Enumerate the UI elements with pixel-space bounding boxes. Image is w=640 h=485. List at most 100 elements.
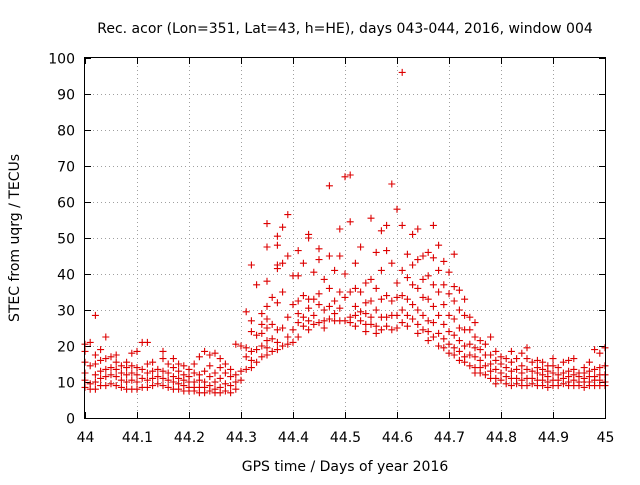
data-point xyxy=(336,304,344,312)
data-point xyxy=(476,337,484,345)
data-point xyxy=(429,302,437,310)
data-point xyxy=(253,358,261,366)
data-point xyxy=(190,378,198,386)
data-point xyxy=(299,322,307,330)
data-point xyxy=(86,380,94,388)
data-point xyxy=(440,335,448,343)
data-point xyxy=(523,365,531,373)
data-point xyxy=(409,315,417,323)
data-point xyxy=(159,355,167,363)
y-tick-label: 70 xyxy=(57,160,75,176)
chart-title: Rec. acor (Lon=351, Lat=43, h=HE), days … xyxy=(97,21,593,37)
data-point xyxy=(507,367,515,375)
data-point xyxy=(367,313,375,321)
data-point xyxy=(513,365,521,373)
data-point xyxy=(310,268,318,276)
data-point xyxy=(403,250,411,258)
data-point xyxy=(357,308,365,316)
y-tick-label: 10 xyxy=(57,376,75,392)
data-point xyxy=(227,389,235,397)
data-point xyxy=(273,346,281,354)
data-point xyxy=(377,326,385,334)
data-point xyxy=(419,252,427,260)
data-point xyxy=(294,297,302,305)
data-point xyxy=(232,371,240,379)
data-point xyxy=(383,322,391,330)
data-point xyxy=(273,326,281,334)
data-point xyxy=(117,376,125,384)
data-point xyxy=(206,362,214,370)
data-point xyxy=(346,171,354,179)
data-point xyxy=(273,241,281,249)
data-point xyxy=(341,173,349,181)
data-point xyxy=(273,299,281,307)
data-point xyxy=(284,313,292,321)
data-point xyxy=(429,333,437,341)
data-point xyxy=(315,301,323,309)
data-point xyxy=(242,365,250,373)
grid-layer xyxy=(85,58,605,418)
data-point xyxy=(128,369,136,377)
data-point xyxy=(455,286,463,294)
data-point xyxy=(377,266,385,274)
data-point xyxy=(237,342,245,350)
data-point xyxy=(279,288,287,296)
data-point xyxy=(450,283,458,291)
data-point xyxy=(305,304,313,312)
data-point xyxy=(227,373,235,381)
data-point xyxy=(263,324,271,332)
data-point xyxy=(471,353,479,361)
data-point xyxy=(367,214,375,222)
data-point xyxy=(419,326,427,334)
data-point xyxy=(195,353,203,361)
data-point xyxy=(284,333,292,341)
data-point xyxy=(91,371,99,379)
data-point xyxy=(117,383,125,391)
data-point xyxy=(325,284,333,292)
data-point xyxy=(518,362,526,370)
data-point xyxy=(429,221,437,229)
data-point xyxy=(201,378,209,386)
data-point xyxy=(497,376,505,384)
data-point xyxy=(164,376,172,384)
data-point xyxy=(102,382,110,390)
data-point xyxy=(258,320,266,328)
x-tick-label: 44.5 xyxy=(330,430,361,446)
data-point xyxy=(502,373,510,381)
data-point xyxy=(91,351,99,359)
y-tick-label: 80 xyxy=(57,124,75,140)
data-point xyxy=(102,333,110,341)
data-point xyxy=(476,356,484,364)
data-point xyxy=(294,310,302,318)
data-point xyxy=(565,367,573,375)
data-point xyxy=(315,245,323,253)
data-point xyxy=(258,329,266,337)
data-point xyxy=(502,380,510,388)
data-point xyxy=(497,360,505,368)
data-point xyxy=(528,374,536,382)
data-point xyxy=(549,369,557,377)
data-point xyxy=(221,360,229,368)
data-point xyxy=(351,284,359,292)
data-point xyxy=(450,297,458,305)
data-point xyxy=(320,317,328,325)
data-point xyxy=(466,362,474,370)
data-point xyxy=(138,374,146,382)
data-point xyxy=(414,320,422,328)
data-point xyxy=(487,333,495,341)
x-tick-label: 44.8 xyxy=(486,430,517,446)
data-point xyxy=(97,367,105,375)
data-point xyxy=(149,358,157,366)
data-point xyxy=(133,371,141,379)
data-point xyxy=(518,349,526,357)
data-point xyxy=(466,313,474,321)
data-point xyxy=(97,356,105,364)
data-point xyxy=(440,257,448,265)
data-point xyxy=(91,378,99,386)
data-point xyxy=(435,266,443,274)
data-point xyxy=(294,319,302,327)
data-point xyxy=(221,380,229,388)
data-point xyxy=(445,290,453,298)
data-point xyxy=(263,315,271,323)
data-point xyxy=(388,326,396,334)
